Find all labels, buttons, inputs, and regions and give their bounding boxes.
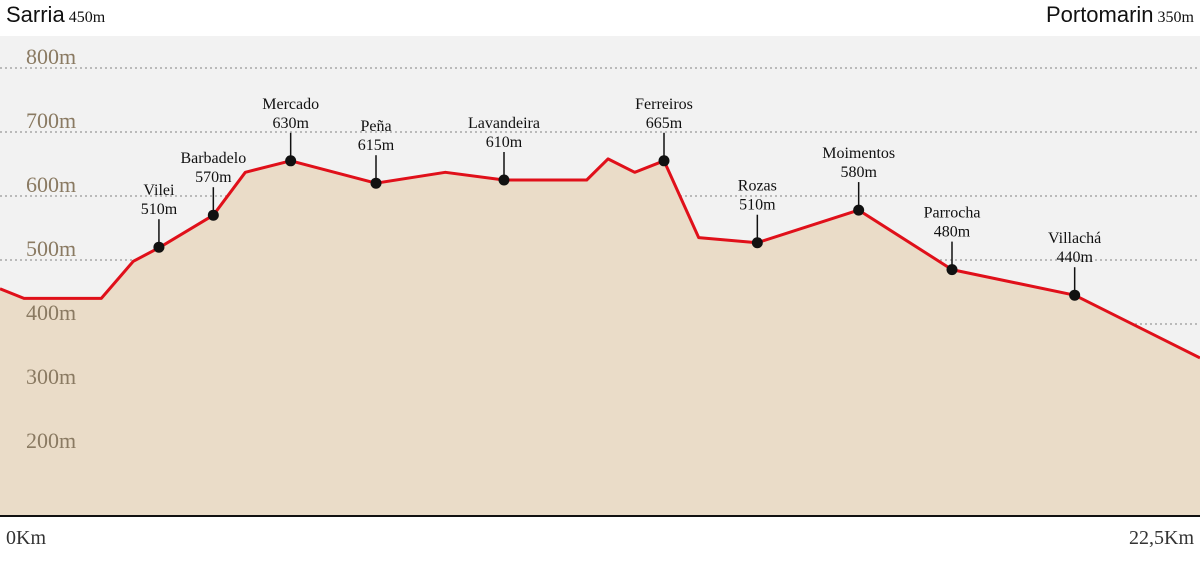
end-town-name: Portomarin [1045, 2, 1154, 27]
place-dot [207, 209, 219, 221]
place-marker: Parrocha 480m [924, 205, 981, 276]
place-altitude: 630m [272, 115, 309, 132]
y-tick-label: 200m [26, 428, 76, 453]
place-altitude: 615m [358, 137, 395, 154]
y-tick-label: 600m [26, 172, 76, 197]
end-town-altitude: 350m [1157, 9, 1194, 26]
y-tick-label: 400m [26, 300, 76, 325]
place-name: Peña [360, 118, 391, 135]
place-marker: Moimentos 580m [822, 145, 895, 216]
start-town-name: Sarria [6, 2, 65, 27]
place-name: Barbadelo [180, 150, 246, 167]
place-name: Parrocha [924, 205, 981, 222]
y-tick-label: 300m [26, 364, 76, 389]
elevation-area [0, 158, 1200, 516]
place-name: Moimentos [822, 145, 895, 162]
place-altitude: 610m [486, 134, 523, 151]
place-marker: Vilei 510m [141, 182, 178, 253]
y-tick-label: 800m [26, 44, 76, 69]
place-marker: Rozas 510m [738, 178, 777, 249]
start-header: Sarria 450m [6, 2, 105, 28]
x-tick-labels: 0Km 22,5Km [6, 527, 1194, 549]
place-name: Ferreiros [635, 96, 693, 113]
y-tick-labels: 800m 700m 600m 500m 400m 300m 200m [26, 44, 76, 453]
place-marker: Peña 615m [358, 118, 395, 189]
place-dot [658, 155, 670, 167]
place-markers: Vilei 510m Barbadelo 570m Mercado 630m Peña 615… [141, 96, 1101, 301]
place-dot [370, 177, 382, 189]
end-header: Portomarin 350m [1046, 2, 1194, 28]
place-altitude: 570m [195, 169, 232, 186]
place-name: Villachá [1048, 230, 1101, 247]
place-name: Lavandeira [468, 115, 540, 132]
y-tick-label: 700m [26, 108, 76, 133]
place-dot [153, 241, 165, 253]
place-dot [1069, 289, 1081, 301]
x-tick-label: 0Km [6, 527, 46, 549]
place-name: Mercado [262, 96, 319, 113]
place-dot [498, 174, 510, 186]
place-altitude: 665m [646, 115, 683, 132]
place-marker: Villachá 440m [1048, 230, 1101, 301]
place-name: Vilei [143, 182, 175, 199]
start-town-altitude: 450m [68, 9, 106, 26]
place-altitude: 480m [934, 224, 971, 241]
place-dot [946, 264, 958, 276]
x-tick-label: 22,5Km [1129, 527, 1194, 549]
place-dot [285, 155, 297, 167]
place-altitude: 510m [141, 201, 178, 218]
place-name: Rozas [738, 178, 777, 195]
place-dot [853, 204, 865, 216]
place-dot [751, 237, 763, 249]
place-marker: Ferreiros 665m [635, 96, 693, 167]
place-altitude: 580m [840, 164, 877, 181]
place-marker: Barbadelo 570m [180, 150, 246, 221]
place-altitude: 510m [739, 197, 776, 214]
y-tick-label: 500m [26, 236, 76, 261]
place-marker: Lavandeira 610m [468, 115, 540, 186]
place-altitude: 440m [1056, 249, 1093, 266]
place-marker: Mercado 630m [262, 96, 319, 167]
